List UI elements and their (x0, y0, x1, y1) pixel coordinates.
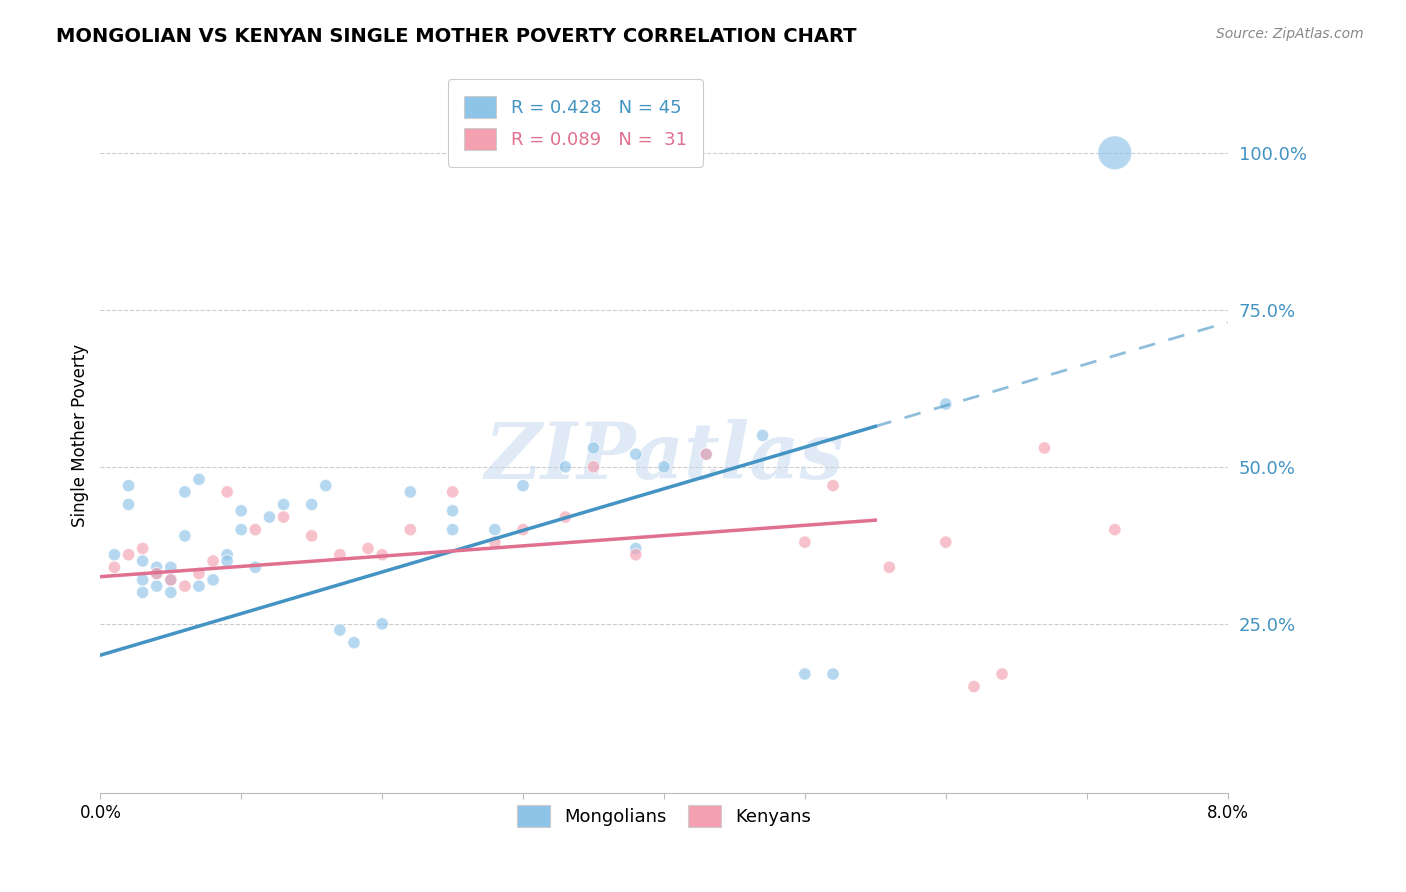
Point (512, 478, 534, 492)
Point (174, 579, 197, 593)
Point (935, 535, 957, 549)
Point (329, 548, 352, 562)
Point (1104, 145, 1126, 160)
Point (273, 498, 295, 512)
Point (202, 554, 225, 568)
Point (159, 585, 181, 599)
Point (159, 573, 181, 587)
Point (441, 504, 464, 518)
Point (1033, 441, 1056, 455)
Point (582, 441, 605, 455)
Point (695, 447, 717, 461)
Point (145, 579, 167, 593)
Point (202, 573, 225, 587)
Point (652, 459, 675, 474)
Point (1104, 523, 1126, 537)
Point (793, 535, 815, 549)
Point (821, 667, 844, 681)
Point (231, 504, 253, 518)
Point (484, 523, 506, 537)
Point (217, 554, 239, 568)
Point (695, 447, 717, 461)
Point (217, 484, 239, 499)
Point (329, 623, 352, 637)
Point (174, 484, 197, 499)
Point (188, 566, 211, 581)
Point (624, 548, 647, 562)
Point (343, 635, 366, 649)
Point (245, 560, 267, 574)
Point (131, 573, 153, 587)
Point (117, 548, 139, 562)
Point (245, 523, 267, 537)
Point (131, 541, 153, 556)
Point (159, 573, 181, 587)
Point (103, 560, 125, 574)
Point (441, 484, 464, 499)
Point (554, 459, 576, 474)
Point (991, 667, 1014, 681)
Y-axis label: Single Mother Poverty: Single Mother Poverty (72, 343, 89, 527)
Point (159, 560, 181, 574)
Point (301, 529, 323, 543)
Text: ZIPatlas: ZIPatlas (484, 418, 844, 495)
Point (624, 447, 647, 461)
Point (512, 523, 534, 537)
Point (963, 680, 986, 694)
Point (624, 541, 647, 556)
Point (145, 566, 167, 581)
Point (935, 397, 957, 411)
Point (371, 616, 394, 631)
Point (371, 548, 394, 562)
Point (103, 548, 125, 562)
Point (145, 566, 167, 581)
Point (131, 554, 153, 568)
Point (217, 548, 239, 562)
Point (751, 428, 773, 442)
Point (821, 478, 844, 492)
Point (441, 523, 464, 537)
Point (301, 498, 323, 512)
Point (879, 560, 901, 574)
Text: MONGOLIAN VS KENYAN SINGLE MOTHER POVERTY CORRELATION CHART: MONGOLIAN VS KENYAN SINGLE MOTHER POVERT… (56, 27, 856, 45)
Point (315, 478, 337, 492)
Point (273, 510, 295, 524)
Point (188, 472, 211, 486)
Point (399, 523, 422, 537)
Point (117, 478, 139, 492)
Point (357, 541, 380, 556)
Point (188, 579, 211, 593)
Legend: Mongolians, Kenyans: Mongolians, Kenyans (510, 798, 818, 834)
Text: Source: ZipAtlas.com: Source: ZipAtlas.com (1216, 27, 1364, 41)
Point (484, 535, 506, 549)
Point (582, 459, 605, 474)
Point (554, 510, 576, 524)
Point (117, 498, 139, 512)
Point (259, 510, 281, 524)
Point (793, 667, 815, 681)
Point (145, 560, 167, 574)
Point (231, 523, 253, 537)
Point (174, 529, 197, 543)
Point (131, 585, 153, 599)
Point (399, 484, 422, 499)
